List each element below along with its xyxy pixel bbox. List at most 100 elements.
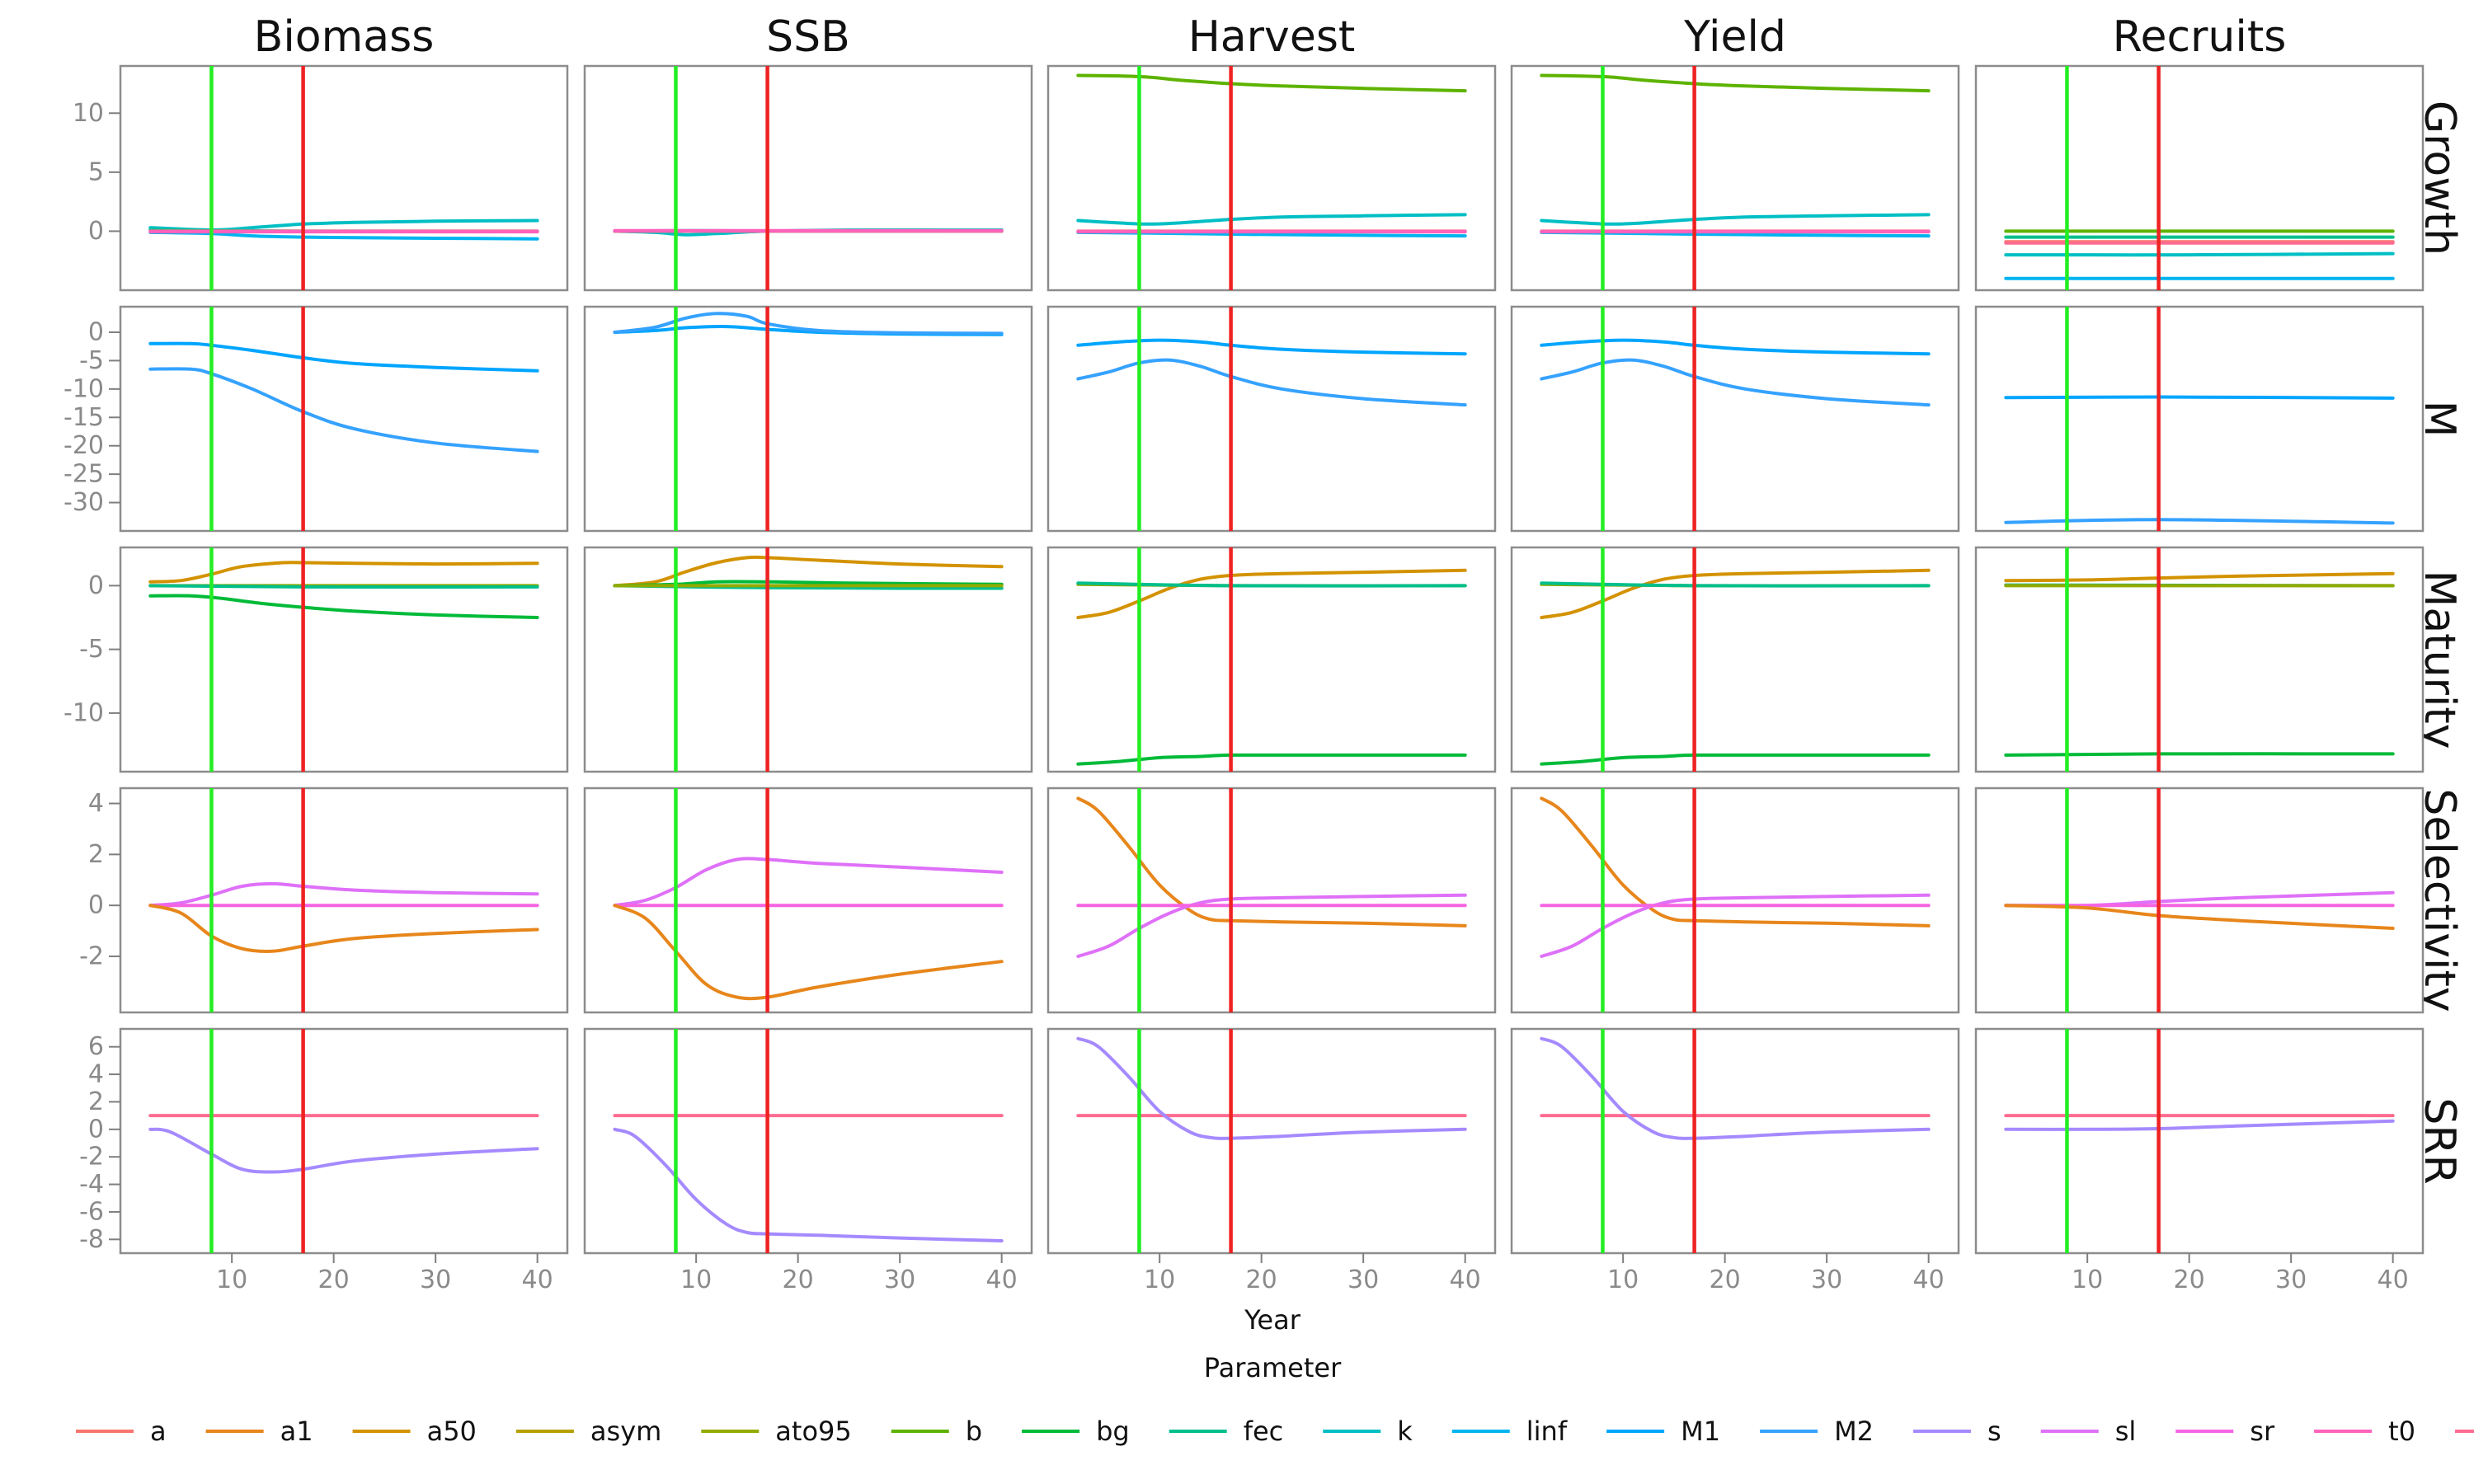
- series-line-a50: [148, 561, 539, 584]
- panel-frame: [1974, 1027, 2425, 1255]
- y-axes: 05100-5-10-15-20-25-300-5-10420-26420-2-…: [63, 99, 120, 1254]
- y-tick-label: -4: [79, 1170, 104, 1199]
- series-line-a1: [1540, 796, 1931, 928]
- y-tick-label: -2: [79, 942, 104, 971]
- y-tick-label: -5: [79, 635, 104, 664]
- y-tick-label: -15: [63, 403, 104, 432]
- legend-item-m1: M1: [1606, 1416, 1720, 1447]
- series-line-a1: [148, 904, 539, 953]
- panel-ssb-selectivity: [583, 787, 1033, 1014]
- series-line-s: [148, 1127, 539, 1174]
- column-label-ssb: SSB: [766, 12, 850, 62]
- panel-harvest-m: [1047, 305, 1497, 533]
- x-tick-label: 10: [1607, 1266, 1639, 1294]
- series-line-fec: [148, 584, 539, 589]
- panel-biomass-m: [119, 305, 569, 533]
- series-line-a50: [613, 555, 1004, 588]
- panel-yield-maturity: [1510, 546, 1960, 773]
- legend-label: ato95: [775, 1416, 851, 1447]
- panel-frame: [1047, 1027, 1497, 1255]
- column-strip-labels: Biomass SSB Harvest Yield Recruits: [254, 12, 2287, 62]
- legend-label: asym: [590, 1416, 661, 1447]
- y-tick-label: -2: [79, 1143, 104, 1172]
- series-line-m1: [148, 341, 539, 373]
- series-line-sl: [613, 857, 1004, 908]
- series-line-fec: [1540, 581, 1931, 588]
- y-tick-label: 5: [88, 157, 104, 186]
- panel-harvest-growth: [1047, 64, 1497, 292]
- series-line-m2: [613, 312, 1004, 336]
- panel-frame: [1047, 546, 1497, 773]
- x-tick-label: 10: [216, 1266, 247, 1294]
- x-axes: 10 20 30 40 10 20 30 40 10 20 30 40 10 20 30 40 10 20 30 40: [216, 1253, 2409, 1294]
- series-line-bg: [2004, 752, 2395, 757]
- series-line-a50: [1540, 568, 1931, 619]
- series-line-a1: [613, 904, 1004, 1001]
- legend-item-k: k: [1323, 1416, 1413, 1447]
- x-tick-label: 10: [1144, 1266, 1175, 1294]
- legend-label: bg: [1096, 1416, 1130, 1447]
- panel-frame: [1510, 546, 1960, 773]
- y-tick-label: -10: [63, 698, 104, 727]
- x-tick-label: 20: [318, 1266, 350, 1294]
- panel-yield-srr: [1510, 1027, 1960, 1255]
- x-tick-label: 30: [884, 1266, 915, 1294]
- y-tick-label: 0: [88, 891, 104, 920]
- y-tick-label: 0: [88, 317, 104, 346]
- panel-frame: [1510, 305, 1960, 533]
- legend-label: linf: [1526, 1416, 1568, 1447]
- series-line-k: [1540, 213, 1931, 226]
- x-tick-label: 30: [2275, 1266, 2307, 1294]
- legend-item-linf: linf: [1451, 1416, 1568, 1447]
- panel-frame: [583, 1027, 1033, 1255]
- panel-harvest-maturity: [1047, 546, 1497, 773]
- legend-label: a: [150, 1416, 167, 1447]
- legend-item-s: s: [1913, 1416, 2001, 1447]
- facet-panels: [119, 64, 2425, 1255]
- panel-frame: [119, 64, 569, 292]
- panel-biomass-growth: [119, 64, 569, 292]
- panel-frame: [119, 305, 569, 533]
- panel-recruits-selectivity: [1974, 787, 2425, 1014]
- panel-yield-growth: [1510, 64, 1960, 292]
- panel-frame: [1510, 1027, 1960, 1255]
- y-tick-label: 2: [88, 1087, 104, 1116]
- x-tick-label: 20: [2174, 1266, 2205, 1294]
- series-line-bg: [1076, 753, 1467, 766]
- y-tick-label: 0: [88, 571, 104, 600]
- x-tick-label: 40: [1913, 1266, 1945, 1294]
- series-line-bg: [1540, 753, 1931, 766]
- panel-frame: [1974, 305, 2425, 533]
- panel-recruits-growth: [1974, 64, 2425, 292]
- panel-yield-m: [1510, 305, 1960, 533]
- panel-frame: [119, 1027, 569, 1255]
- legend-item-b: b: [891, 1416, 982, 1447]
- y-tick-label: -6: [79, 1197, 104, 1226]
- legend-item-a1: a1: [205, 1416, 313, 1447]
- column-label-biomass: Biomass: [254, 12, 435, 62]
- series-line-k: [1076, 213, 1467, 226]
- series-line-sl: [1076, 893, 1467, 958]
- legend-label: M1: [1681, 1416, 1720, 1447]
- y-tick-label: -30: [63, 488, 104, 517]
- panel-harvest-srr: [1047, 1027, 1497, 1255]
- y-tick-label: 2: [88, 840, 104, 869]
- x-tick-label: 10: [2072, 1266, 2103, 1294]
- legend-item-sr: sr: [2175, 1416, 2275, 1447]
- panel-frame: [583, 787, 1033, 1014]
- legend-item-sl: sl: [2040, 1416, 2136, 1447]
- y-tick-label: 4: [88, 789, 104, 818]
- series-line-m2: [1076, 358, 1467, 407]
- x-tick-label: 40: [522, 1266, 553, 1294]
- x-tick-label: 40: [1450, 1266, 1481, 1294]
- series-line-m2: [148, 367, 539, 453]
- panel-ssb-growth: [583, 64, 1033, 292]
- panel-ssb-maturity: [583, 546, 1033, 773]
- series-line-m1: [1076, 338, 1467, 356]
- series-line-sl: [148, 881, 539, 908]
- legend-label: a50: [427, 1416, 477, 1447]
- x-tick-label: 30: [420, 1266, 451, 1294]
- panel-yield-selectivity: [1510, 787, 1960, 1014]
- series-line-a1: [1076, 796, 1467, 928]
